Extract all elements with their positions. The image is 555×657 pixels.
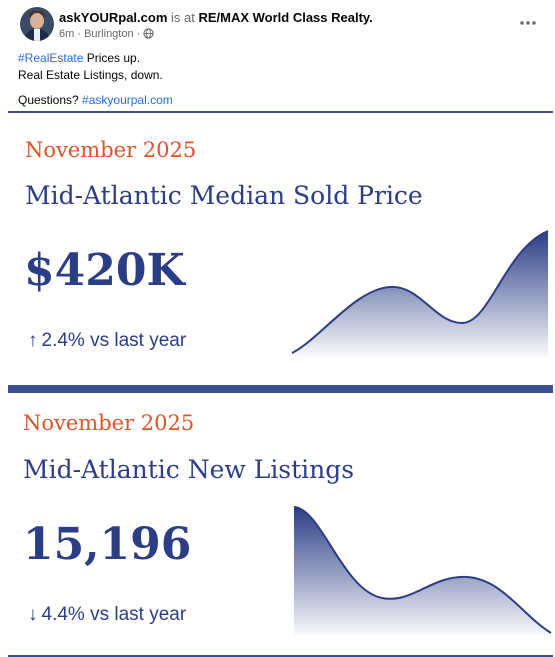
hashtag-realestate[interactable]: #RealEstate xyxy=(18,51,84,65)
post-text-line: Real Estate Listings, down. xyxy=(18,68,163,82)
author-avatar[interactable] xyxy=(20,7,54,41)
trend-line xyxy=(293,506,552,634)
card-month: November 2025 xyxy=(25,138,197,162)
post-text: #RealEstate Prices up. Real Estate Listi… xyxy=(18,50,173,109)
globe-icon[interactable] xyxy=(143,28,155,39)
card-title: Mid-Atlantic Median Sold Price xyxy=(25,181,423,210)
card-change: ↑ 2.4% vs last year xyxy=(28,330,186,352)
hashtag-askyourpal[interactable]: #askyourpal.com xyxy=(82,93,173,107)
trend-area xyxy=(294,507,551,635)
card-change: ↓ 4.4% vs last year xyxy=(28,604,186,626)
post-header: askYOURpal.com is at RE/MAX World Class … xyxy=(0,0,555,44)
card-change-text: 4.4% vs last year xyxy=(41,604,187,625)
card-change-text: 2.4% vs last year xyxy=(41,330,187,351)
post-location[interactable]: Burlington xyxy=(84,28,134,40)
post-meta: 6m · Burlington · xyxy=(59,28,155,40)
post-text-line: Prices up. xyxy=(83,51,141,65)
checkin-connector: is at xyxy=(167,10,199,25)
card-month: November 2025 xyxy=(23,411,195,435)
checkin-place[interactable]: RE/MAX World Class Realty. xyxy=(198,10,373,25)
arrow-up-icon: ↑ xyxy=(28,330,38,351)
meta-separator: · xyxy=(133,28,144,40)
card-title: Mid-Atlantic New Listings xyxy=(23,455,355,484)
trend-down-chart xyxy=(293,506,552,635)
trend-area xyxy=(292,231,548,357)
post-text-line: Questions? xyxy=(18,93,83,107)
stat-card-median-price[interactable]: November 2025 Mid-Atlantic Median Sold P… xyxy=(8,111,553,390)
more-options-icon[interactable] xyxy=(518,13,538,33)
stat-card-new-listings[interactable]: November 2025 Mid-Atlantic New Listings … xyxy=(8,390,553,657)
trend-up-chart xyxy=(291,230,549,357)
author-name[interactable]: askYOURpal.com xyxy=(59,10,168,25)
meta-separator: · xyxy=(74,28,85,40)
arrow-down-icon: ↓ xyxy=(28,604,38,625)
trend-line xyxy=(291,230,549,354)
author-line: askYOURpal.com is at RE/MAX World Class … xyxy=(59,10,373,25)
card-value: 15,196 xyxy=(23,519,192,570)
post-time[interactable]: 6m xyxy=(59,28,75,40)
card-value: $420K xyxy=(24,245,185,296)
